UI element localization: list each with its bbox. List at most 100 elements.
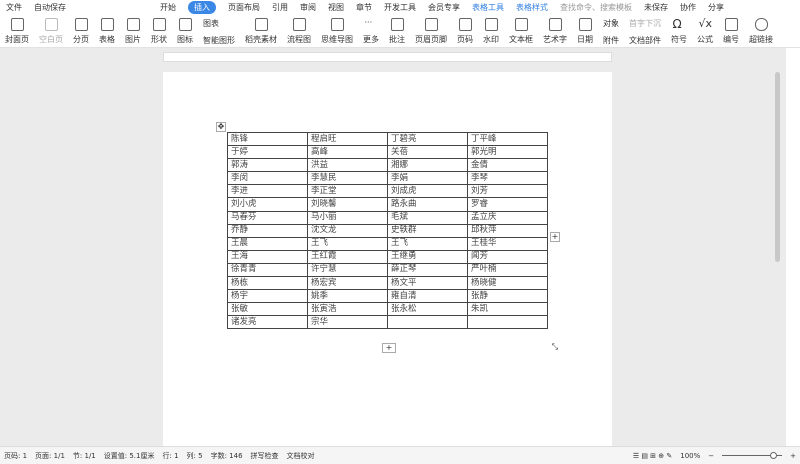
table-cell[interactable]: 于婷	[227, 145, 308, 160]
table-cell[interactable]: 张永松	[387, 302, 468, 317]
table-resize-handle-icon[interactable]: ⤡	[550, 342, 560, 353]
table-cell[interactable]: 丁碧亮	[387, 131, 468, 147]
doc-parts-button[interactable]: 文档部件	[629, 36, 661, 45]
table-move-handle-icon[interactable]: ✥	[216, 122, 226, 132]
table-cell[interactable]: 孟立庆	[467, 210, 548, 225]
table-cell[interactable]: 李慧民	[307, 171, 388, 186]
smartart-button[interactable]: 智能图形	[203, 36, 235, 45]
tab-view[interactable]: 视图	[328, 2, 344, 12]
table-cell[interactable]: 王飞	[307, 236, 388, 251]
table-cell[interactable]: 王海	[227, 249, 308, 264]
table-cell[interactable]	[467, 315, 548, 330]
table-cell[interactable]: 丁平峰	[467, 131, 548, 147]
zoom-slider[interactable]	[722, 452, 783, 459]
status-words[interactable]: 字数: 146	[210, 451, 243, 460]
table-cell[interactable]: 沈文龙	[307, 223, 388, 238]
tab-insert[interactable]: 插入	[188, 0, 216, 14]
textbox-button[interactable]: 文本框	[509, 14, 533, 45]
table-button[interactable]: 表格	[99, 14, 115, 45]
table-cell[interactable]: 张静	[467, 289, 548, 304]
hyperlink-button[interactable]: 超链接	[749, 14, 773, 45]
table-cell[interactable]: 郭涛	[227, 158, 308, 173]
table-cell[interactable]: 邱秋萍	[467, 223, 548, 238]
table-cell[interactable]: 刘芳	[467, 184, 548, 199]
flowchart-button[interactable]: 流程图	[287, 14, 311, 45]
table-cell[interactable]: 李闵	[227, 171, 308, 186]
file-menu[interactable]: 文件	[6, 2, 22, 12]
table-cell[interactable]: 王晨	[227, 236, 308, 251]
page-break-button[interactable]: 分页	[73, 14, 89, 45]
view-mode-icons[interactable]: ☰ ▤ ⊞ ⊕ ✎	[632, 451, 673, 460]
attachment-button[interactable]: 附件	[603, 36, 619, 45]
table-cell[interactable]: 洪益	[307, 158, 388, 173]
share-button[interactable]: 分享	[708, 2, 724, 12]
zoom-level[interactable]: 100%	[680, 451, 701, 460]
tab-references[interactable]: 引用	[272, 2, 288, 12]
search-input[interactable]: 查找命令、搜索模板	[560, 2, 632, 12]
object-button[interactable]: 对象	[603, 19, 619, 28]
table-cell[interactable]: 宗华	[307, 315, 388, 330]
date-button[interactable]: 日期	[577, 14, 593, 45]
table-cell[interactable]: 刘晓馨	[307, 197, 388, 212]
table-cell[interactable]: 诸发亮	[227, 315, 308, 330]
table-cell[interactable]: 朱凯	[467, 302, 548, 317]
table-cell[interactable]: 许宁慧	[307, 262, 388, 278]
unsaved-button[interactable]: 未保存	[644, 2, 668, 12]
table-cell[interactable]: 王飞	[387, 236, 468, 251]
shape-button[interactable]: 形状	[151, 14, 167, 45]
table-cell[interactable]: 乔静	[227, 223, 308, 238]
table-cell[interactable]: 刘小虎	[227, 197, 308, 212]
table-cell[interactable]: 李娟	[387, 171, 468, 186]
page-number-button[interactable]: 页码	[457, 14, 473, 45]
tab-table-style[interactable]: 表格样式	[516, 2, 548, 12]
drop-cap-button[interactable]: 首字下沉	[629, 19, 661, 28]
table-cell[interactable]: 王红霞	[307, 249, 388, 264]
table-cell[interactable]: 严叶楠	[467, 262, 548, 278]
table-cell[interactable]: 张敏	[227, 302, 308, 317]
table-cell[interactable]: 关蓓	[387, 145, 468, 160]
table-cell[interactable]: 郭光明	[467, 145, 548, 160]
spell-check-button[interactable]: 拼写检查	[250, 451, 279, 460]
table-cell[interactable]: 王继勇	[387, 249, 468, 264]
name-table[interactable]: 陈锋 程启旺 丁碧亮 丁平峰 于婷 高峰 关蓓 郭光明 郭涛 洪益 湘娜 金倩 李闵 李慧民 李娟 李琴 李进李…	[227, 131, 548, 330]
table-cell[interactable]: 张寅浩	[307, 302, 388, 317]
table-cell[interactable]: 杨晓健	[467, 276, 548, 291]
mindmap-button[interactable]: 思维导图	[321, 14, 353, 45]
table-cell[interactable]: 李琴	[467, 171, 548, 186]
header-footer-button[interactable]: 页眉页脚	[415, 14, 447, 45]
table-cell[interactable]: 路永曲	[387, 197, 468, 212]
wordart-button[interactable]: 艺术字	[543, 14, 567, 45]
icon-button[interactable]: 图标	[177, 14, 193, 45]
table-cell[interactable]: 湘娜	[387, 158, 468, 173]
tab-developer[interactable]: 开发工具	[384, 2, 416, 12]
collab-button[interactable]: 协作	[680, 2, 696, 12]
tab-table-tools[interactable]: 表格工具	[472, 2, 504, 12]
formula-button[interactable]: √x 公式	[697, 17, 713, 45]
horizontal-ruler[interactable]	[163, 52, 612, 62]
comment-button[interactable]: 批注	[389, 14, 405, 45]
autosave-toggle[interactable]: 自动保存	[34, 2, 66, 12]
tab-review[interactable]: 审阅	[300, 2, 316, 12]
numbering-button[interactable]: 编号	[723, 14, 739, 45]
table-cell[interactable]: 刘成虎	[387, 184, 468, 199]
right-side-panel[interactable]	[786, 48, 800, 446]
tab-chapter[interactable]: 章节	[356, 2, 372, 12]
table-cell[interactable]: 史轶群	[387, 223, 468, 238]
status-pages[interactable]: 页面: 1/1	[35, 451, 65, 460]
zoom-in-button[interactable]: +	[790, 451, 796, 460]
tab-member[interactable]: 会员专享	[428, 2, 460, 12]
blank-page-button[interactable]: 空白页	[39, 14, 63, 45]
add-row-button[interactable]: +	[382, 343, 396, 353]
vertical-scrollbar[interactable]	[775, 72, 780, 262]
tab-home[interactable]: 开始	[160, 2, 176, 12]
watermark-button[interactable]: 水印	[483, 14, 499, 45]
symbol-button[interactable]: Ω 符号	[671, 17, 687, 44]
table-cell[interactable]: 杨文平	[387, 276, 468, 291]
picture-button[interactable]: 图片	[125, 14, 141, 45]
table-cell[interactable]: 马春芬	[227, 210, 308, 225]
table-cell[interactable]: 程启旺	[307, 131, 388, 147]
table-cell[interactable]: 李正堂	[307, 184, 388, 199]
table-cell[interactable]: 徐青青	[227, 262, 308, 278]
table-cell[interactable]: 杨栋	[227, 276, 308, 291]
table-cell[interactable]: 姚季	[307, 289, 388, 304]
